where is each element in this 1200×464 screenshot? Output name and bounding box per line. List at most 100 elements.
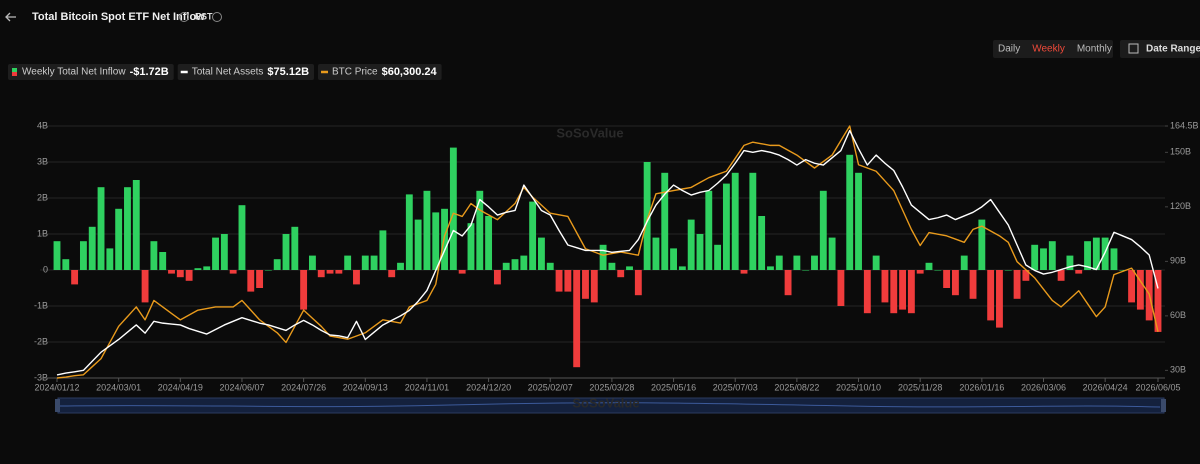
y2-tick-label: 90B: [1170, 256, 1186, 266]
bar: [397, 262, 404, 270]
bar: [731, 172, 739, 270]
bar: [661, 172, 669, 270]
navigator-handle[interactable]: [55, 399, 60, 412]
x-tick-label: 2024/11/01: [405, 382, 449, 392]
bar: [714, 244, 722, 270]
bar: [353, 270, 360, 285]
bar: [749, 172, 757, 270]
x-tick-label: 2025/02/07: [528, 382, 573, 392]
x-tick-label: 2024/12/20: [466, 382, 511, 392]
bar: [53, 241, 61, 270]
bar: [943, 270, 951, 288]
x-tick-label: 2025/07/03: [713, 382, 758, 392]
x-tick-label: 2024/07/26: [281, 382, 326, 392]
bar: [890, 270, 898, 314]
bar: [282, 234, 290, 270]
x-tick-label: 2026/06/05: [1135, 382, 1180, 392]
bar: [1084, 241, 1091, 270]
legend-item: BTC Price $60,300.24: [318, 64, 442, 80]
date-range-label[interactable]: Date Range: [1146, 44, 1200, 55]
legend-value: -$1.72B: [130, 66, 169, 78]
bar: [388, 270, 396, 278]
period-button[interactable]: Daily: [998, 44, 1020, 55]
bar: [802, 270, 810, 271]
bar: [1092, 237, 1100, 270]
bar: [432, 212, 440, 270]
bar: [520, 255, 528, 270]
info-icon[interactable]: [179, 12, 189, 22]
bar: [370, 255, 378, 270]
date-range-button[interactable]: [1120, 40, 1200, 58]
bar: [608, 262, 616, 270]
x-tick-label: 2026/03/06: [1021, 382, 1066, 392]
bar: [150, 241, 158, 270]
bar: [846, 154, 854, 270]
bar: [256, 270, 264, 288]
info-icon[interactable]: [212, 12, 222, 22]
bar: [1066, 255, 1074, 270]
legend-label: BTC Price: [332, 67, 378, 78]
bar: [1136, 270, 1144, 310]
x-tick-label: 2025/08/22: [774, 382, 819, 392]
bar: [934, 270, 942, 271]
back-button[interactable]: [5, 12, 16, 22]
bar: [326, 270, 334, 274]
period-button[interactable]: Monthly: [1077, 44, 1112, 55]
bar: [405, 194, 413, 270]
bar: [819, 190, 827, 270]
calendar-icon: [1128, 43, 1139, 54]
bar: [273, 259, 281, 270]
bar: [555, 270, 563, 292]
bar: [951, 270, 959, 296]
y2-tick-label: 60B: [1170, 310, 1186, 320]
bar: [88, 226, 96, 270]
legend-label: Total Net Assets: [192, 67, 264, 78]
line: [56, 125, 1159, 379]
bar: [379, 230, 387, 270]
bar: [987, 270, 995, 321]
bar: [1004, 270, 1012, 271]
legend-value: $75.12B: [267, 66, 309, 78]
legend-label: Weekly Total Net Inflow: [22, 67, 126, 78]
bar: [1075, 270, 1083, 274]
x-tick-label: 2025/11/28: [898, 382, 942, 392]
y2-tick-label: 120B: [1170, 201, 1191, 211]
x-tick-label: 2024/01/12: [34, 382, 79, 392]
x-tick-label: 2024/03/01: [96, 382, 141, 392]
bar: [511, 259, 519, 270]
legend-item: Weekly Total Net Inflow -$1.72B: [8, 64, 174, 80]
bar: [907, 270, 915, 314]
bar: [229, 270, 237, 274]
period-button[interactable]: Weekly: [1032, 44, 1065, 55]
bar: [617, 270, 625, 278]
bar: [626, 266, 633, 270]
bar: [960, 255, 968, 270]
y-tick-label: 4B: [37, 120, 48, 130]
bar: [449, 147, 457, 270]
bar: [767, 266, 774, 270]
bar: [925, 262, 933, 270]
bar: [485, 216, 493, 270]
bar: [141, 270, 149, 303]
bar: [1048, 241, 1056, 270]
bar: [115, 208, 123, 270]
bar: [132, 180, 140, 270]
bar: [185, 270, 193, 281]
y-tick-label: -2B: [34, 336, 48, 346]
x-tick-label: 2025/10/10: [836, 382, 881, 392]
x-tick-label: 2024/04/19: [158, 382, 203, 392]
watermark: SoSoValue: [556, 125, 623, 140]
bar: [538, 237, 545, 270]
x-tick-label: 2026/04/24: [1083, 382, 1128, 392]
chart-title: Total Bitcoin Spot ETF Net Inflow: [32, 11, 205, 23]
y-tick-label: 2B: [37, 192, 48, 202]
bar: [564, 270, 572, 292]
bar: [722, 183, 730, 270]
bar: [176, 270, 184, 278]
bar: [740, 270, 748, 274]
bar: [247, 270, 255, 292]
navigator-handle[interactable]: [1161, 399, 1166, 412]
legend-item: Total Net Assets $75.12B: [177, 64, 315, 80]
